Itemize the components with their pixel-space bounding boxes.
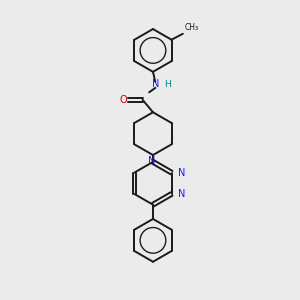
Text: N: N	[178, 189, 185, 199]
Text: CH₃: CH₃	[184, 23, 198, 32]
Text: N: N	[148, 156, 155, 166]
Text: N: N	[178, 168, 185, 178]
Text: O: O	[120, 95, 128, 105]
Text: N: N	[152, 79, 159, 89]
Text: H: H	[164, 80, 171, 89]
